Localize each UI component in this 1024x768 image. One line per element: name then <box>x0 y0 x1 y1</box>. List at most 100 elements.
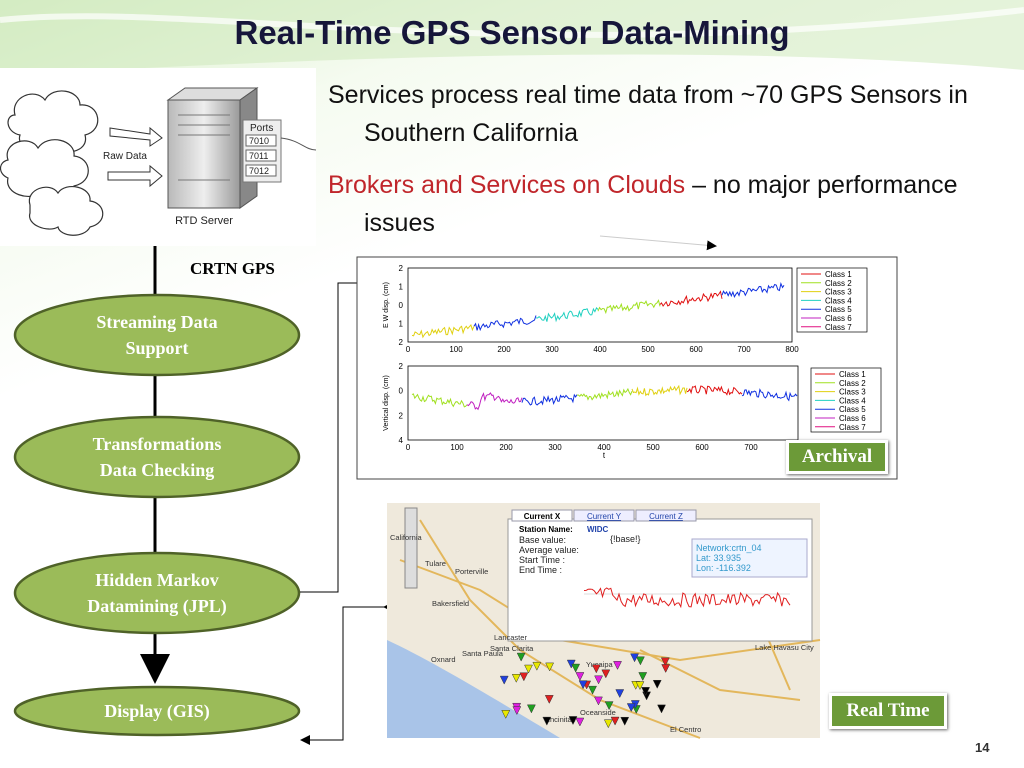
bullet-text: – no major performance issues <box>364 171 958 237</box>
trace <box>466 392 523 411</box>
pin <box>594 696 603 706</box>
legend-entry: Class 7 <box>825 323 852 332</box>
trace <box>535 307 599 323</box>
y-tick-label: 2 <box>399 362 404 371</box>
y-axis-label: E W disp. (cm) <box>383 282 390 328</box>
field: End Time : <box>519 565 562 575</box>
flow-node <box>13 415 301 499</box>
pin <box>575 717 585 727</box>
clouds <box>0 90 104 236</box>
x-tick-label: 0 <box>406 443 411 452</box>
header-band <box>0 0 1024 75</box>
x-tick-label: 800 <box>785 345 799 354</box>
x-tick-label: 400 <box>597 443 611 452</box>
place: Oxnard <box>431 655 456 664</box>
pin <box>524 664 533 674</box>
x-tick-label: 200 <box>497 345 511 354</box>
trace <box>597 299 661 315</box>
flow-label: CRTN GPS <box>190 259 275 278</box>
port-box <box>245 149 277 162</box>
pin <box>641 687 651 696</box>
y-tick-label: 1 <box>399 283 404 292</box>
trace <box>659 290 723 307</box>
flow-node <box>13 551 301 635</box>
legend-entry: Class 2 <box>839 379 866 388</box>
popup-tabs: Current X Current Y Current Z <box>511 509 697 522</box>
network: Network:crtn_04 <box>696 543 762 553</box>
pin <box>512 706 522 716</box>
popup-series <box>583 587 791 609</box>
y-tick-label: 0 <box>399 301 404 310</box>
flow-node-label: Display (GIS) <box>104 701 210 722</box>
trace <box>473 315 537 332</box>
y-tick-label: 2 <box>399 338 404 347</box>
flow-node-label: Streaming Data Support <box>96 312 217 358</box>
trace <box>686 385 743 396</box>
port-wire <box>280 137 317 151</box>
server-label: RTD Server <box>175 215 233 227</box>
y-tick-label: 1 <box>399 320 404 329</box>
pin <box>594 675 603 685</box>
flow-node <box>13 293 301 377</box>
place: Oceanside <box>580 708 616 717</box>
x-tick-label: 100 <box>450 443 464 452</box>
zoom-slider <box>404 507 418 589</box>
legend-entry: Class 5 <box>825 305 852 314</box>
tab <box>573 509 635 522</box>
pin <box>661 664 671 673</box>
tab-label: Current Y <box>587 512 622 521</box>
place: Lancaster <box>494 633 527 642</box>
x-tick-label: 600 <box>689 345 703 354</box>
info-box <box>691 538 808 578</box>
pin <box>601 669 611 679</box>
legend-entry: Class 3 <box>825 288 852 297</box>
pin <box>568 716 578 726</box>
bullet: Services process real time data from ~70… <box>328 81 968 147</box>
pin <box>511 674 521 683</box>
pin <box>591 664 601 674</box>
pin <box>660 657 670 667</box>
pin <box>657 704 666 714</box>
legend-entry: Class 6 <box>825 314 852 323</box>
pin <box>652 680 662 689</box>
field: Base value: <box>519 535 566 545</box>
lon: Lon: -116.392 <box>696 563 751 573</box>
pin <box>613 661 622 670</box>
arrow <box>109 126 163 147</box>
pin <box>603 719 613 729</box>
pin <box>526 704 536 714</box>
place: Lake Havasu City <box>755 643 814 652</box>
ports: 7010 7011 7012 <box>245 134 277 177</box>
y-tick-label: 0 <box>399 387 404 396</box>
place: Tulare <box>425 559 446 568</box>
server <box>167 99 241 209</box>
plot-axes <box>407 365 799 441</box>
pin <box>516 652 526 662</box>
pin <box>571 663 581 673</box>
place: Encinitas <box>545 715 576 724</box>
flow-node-label: Transformations Data Checking <box>93 434 222 480</box>
pin <box>615 689 625 699</box>
pin <box>588 685 597 695</box>
bullet: Brokers and Services on Clouds – no majo… <box>328 166 994 242</box>
field: Start Time : <box>519 555 565 565</box>
place: El Centro <box>670 725 701 734</box>
pin <box>575 672 585 682</box>
bullet-highlight: Brokers and Services on Clouds <box>328 171 686 199</box>
x-tick-label: 500 <box>646 443 660 452</box>
port: 7012 <box>249 166 269 176</box>
flow-node-label: Hidden Markov Datamining (JPL) <box>87 570 227 617</box>
legend-entry: Class 7 <box>839 423 866 432</box>
trace <box>411 324 475 339</box>
legend-entry: Class 5 <box>839 405 866 414</box>
port-box <box>245 164 277 177</box>
x-tick-label: 300 <box>548 443 562 452</box>
ports-title: Ports <box>250 123 273 134</box>
place: Bakersfield <box>432 599 469 608</box>
trace <box>721 282 785 299</box>
place: Yucaipa <box>586 660 614 669</box>
y-tick-label: 4 <box>399 436 404 445</box>
x-tick-label: 600 <box>695 443 709 452</box>
trace <box>741 388 798 402</box>
pin <box>501 710 511 719</box>
